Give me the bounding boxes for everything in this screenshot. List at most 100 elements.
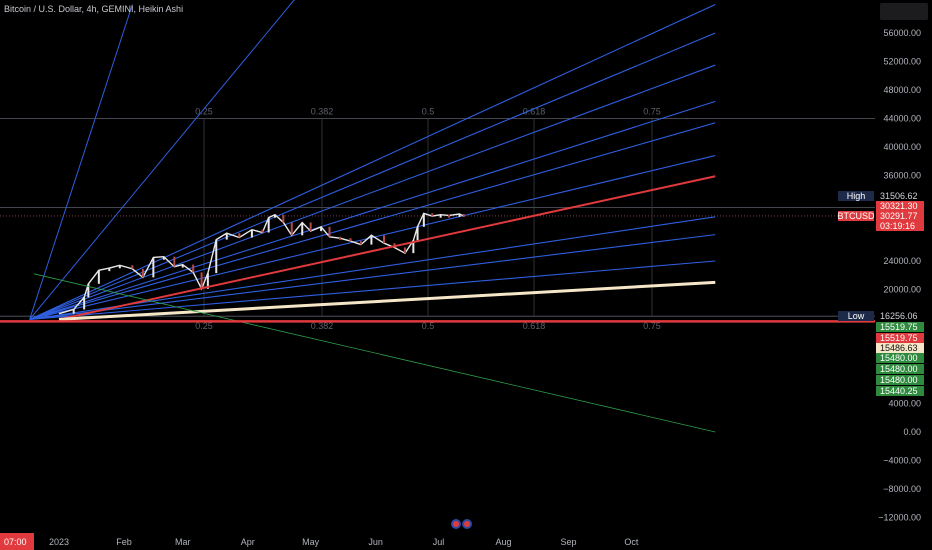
fan-line — [29, 260, 716, 320]
candle — [108, 268, 111, 272]
candle — [192, 264, 195, 273]
fan-line — [29, 64, 716, 320]
candle — [162, 256, 165, 260]
x-tick-label: May — [302, 537, 320, 547]
candle — [383, 235, 385, 244]
y-tick-label: −4000.00 — [883, 456, 921, 466]
candle — [458, 213, 461, 217]
candle — [320, 226, 323, 232]
candle — [338, 236, 341, 240]
candle — [215, 239, 218, 274]
price-tag — [876, 364, 924, 374]
fan-line — [29, 32, 716, 320]
x-tick-label: Sep — [561, 537, 577, 547]
price-tag — [876, 191, 924, 201]
candle — [141, 268, 144, 278]
y-tick-label: 48000.00 — [883, 85, 921, 95]
y-tick-label: 44000.00 — [883, 114, 921, 124]
candle — [431, 213, 434, 217]
price-tag — [876, 343, 924, 353]
price-tag — [876, 201, 924, 211]
candle — [225, 233, 228, 240]
fan-line — [29, 100, 716, 320]
x-axis: 2023 Feb Mar Apr May Jun Jul Aug Sep Oct — [49, 537, 639, 547]
candle — [206, 273, 209, 289]
fan-line — [29, 4, 716, 320]
cream-trend-line — [58, 280, 716, 321]
y-tick-label: −8000.00 — [883, 484, 921, 494]
candle — [462, 213, 465, 217]
candle — [282, 214, 285, 223]
y-tick-label: 4000.00 — [888, 399, 921, 409]
price-tag-label-bg — [838, 211, 874, 221]
fib-label-bottom: 0.5 — [422, 321, 435, 331]
x-tick-label: Mar — [175, 537, 191, 547]
fan-line — [29, 216, 716, 320]
fib-label-top: 0.618 — [523, 107, 546, 117]
y-tick-label: 56000.00 — [883, 28, 921, 38]
price-tag — [876, 353, 924, 363]
fan-line — [29, 4, 133, 320]
candle — [403, 247, 406, 254]
candle — [416, 226, 419, 241]
candle — [72, 309, 75, 314]
candle — [131, 265, 134, 269]
candle — [273, 214, 276, 218]
flag-icon[interactable] — [451, 519, 472, 529]
x-tick-label: Oct — [624, 537, 639, 547]
time-badge-text: 07:00 — [4, 537, 27, 547]
time-badge — [0, 533, 34, 550]
top-right-box[interactable] — [880, 3, 928, 20]
y-tick-label: 36000.00 — [883, 171, 921, 181]
candle — [349, 238, 352, 242]
red-trend-line — [58, 175, 716, 321]
fib-label-top: 0.25 — [195, 107, 213, 117]
x-tick-label: Jul — [433, 537, 445, 547]
fib-label-top: 0.5 — [422, 107, 435, 117]
candle — [267, 217, 270, 233]
candle — [261, 229, 264, 233]
green-trend-line — [33, 273, 716, 433]
price-tag-label: Low — [848, 311, 865, 321]
price-tag — [876, 386, 924, 396]
price-tag-value: 03:19:16 — [880, 221, 915, 231]
candle — [290, 222, 293, 236]
candle — [422, 213, 425, 227]
candle — [412, 240, 415, 254]
candle — [301, 222, 304, 236]
price-tag-label: High — [847, 191, 866, 201]
x-tick-label: Jun — [368, 537, 383, 547]
candle — [370, 235, 373, 245]
price-scale-bg — [875, 0, 932, 550]
y-tick-label: 40000.00 — [883, 142, 921, 152]
price-tag — [876, 333, 924, 343]
candle — [87, 283, 90, 298]
fib-label-top: 0.75 — [643, 107, 661, 117]
price-tag — [876, 311, 924, 321]
price-tag-label: BTCUSD — [837, 211, 875, 221]
price-tag — [876, 221, 924, 231]
y-tick-label: 52000.00 — [883, 57, 921, 67]
price-tag-value: 30321.30 — [880, 201, 918, 211]
price-tag — [876, 322, 924, 332]
price-tag-value: 15480.00 — [880, 375, 918, 385]
candle — [152, 257, 155, 278]
x-tick-label: Apr — [241, 537, 255, 547]
fib-label-bottom: 0.25 — [195, 321, 213, 331]
fib-label-bottom: 0.618 — [523, 321, 546, 331]
candle — [97, 270, 100, 284]
chart-title: Bitcoin / U.S. Dollar, 4h, GEMINI, Heiki… — [4, 4, 183, 14]
price-tag-value: 16256.06 — [880, 311, 918, 321]
candle — [439, 214, 442, 218]
y-tick-label: 20000.00 — [883, 285, 921, 295]
price-tag-value: 15480.00 — [880, 364, 918, 374]
main-lines — [0, 175, 875, 433]
candle — [200, 272, 203, 289]
candle — [83, 297, 86, 310]
price-tag-value: 15519.75 — [880, 333, 918, 343]
fan-line — [29, 155, 716, 320]
price-tag — [876, 375, 924, 385]
